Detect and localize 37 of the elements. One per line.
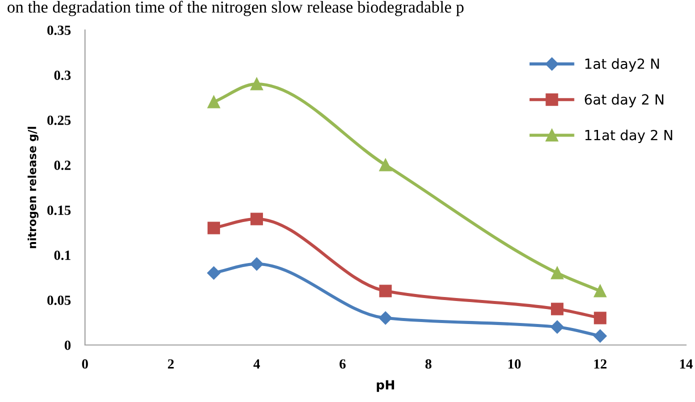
x-tick-label: 14 [680, 359, 693, 369]
y-tick-label: 0.2 [54, 160, 71, 170]
point [594, 329, 607, 343]
point [594, 312, 606, 324]
y-axis-title: nitrogen release g/l [28, 126, 38, 248]
legend-label: 1at day2 N [585, 58, 659, 72]
x-tick-label: 0 [82, 359, 88, 369]
legend-label: 11at day 2 N [585, 130, 672, 144]
chart-title: on the degradation time of the nitrogen slow release biodegradable p [8, 0, 464, 16]
y-tick-label: 0.05 [47, 296, 71, 306]
point [378, 311, 392, 325]
point [250, 212, 263, 226]
x-tick-label: 2 [168, 359, 174, 369]
x-axis-title: pH [376, 380, 394, 392]
x-tick-label: 12 [594, 359, 606, 369]
x-tick-label: 6 [340, 359, 346, 369]
point [208, 96, 220, 108]
point [207, 266, 220, 280]
point [550, 266, 564, 280]
y-tick-label: 0 [64, 340, 71, 350]
point [594, 284, 606, 298]
y-tick-label: 0.1 [54, 250, 70, 260]
point [379, 158, 392, 172]
legend-label: 6at day 2 N [584, 94, 664, 108]
point [250, 257, 264, 271]
y-tick-label: 0.3 [54, 70, 71, 80]
y-tick-label: 0.35 [47, 26, 71, 36]
point [550, 320, 564, 334]
point [208, 222, 220, 234]
point [550, 302, 564, 316]
point [379, 284, 392, 298]
x-tick-label: 8 [425, 359, 432, 369]
point [250, 78, 263, 90]
x-tick-label: 10 [508, 359, 521, 369]
y-tick-label: 0.15 [47, 206, 71, 216]
y-tick-label: 0.25 [47, 116, 71, 126]
x-tick-label: 4 [253, 359, 260, 369]
